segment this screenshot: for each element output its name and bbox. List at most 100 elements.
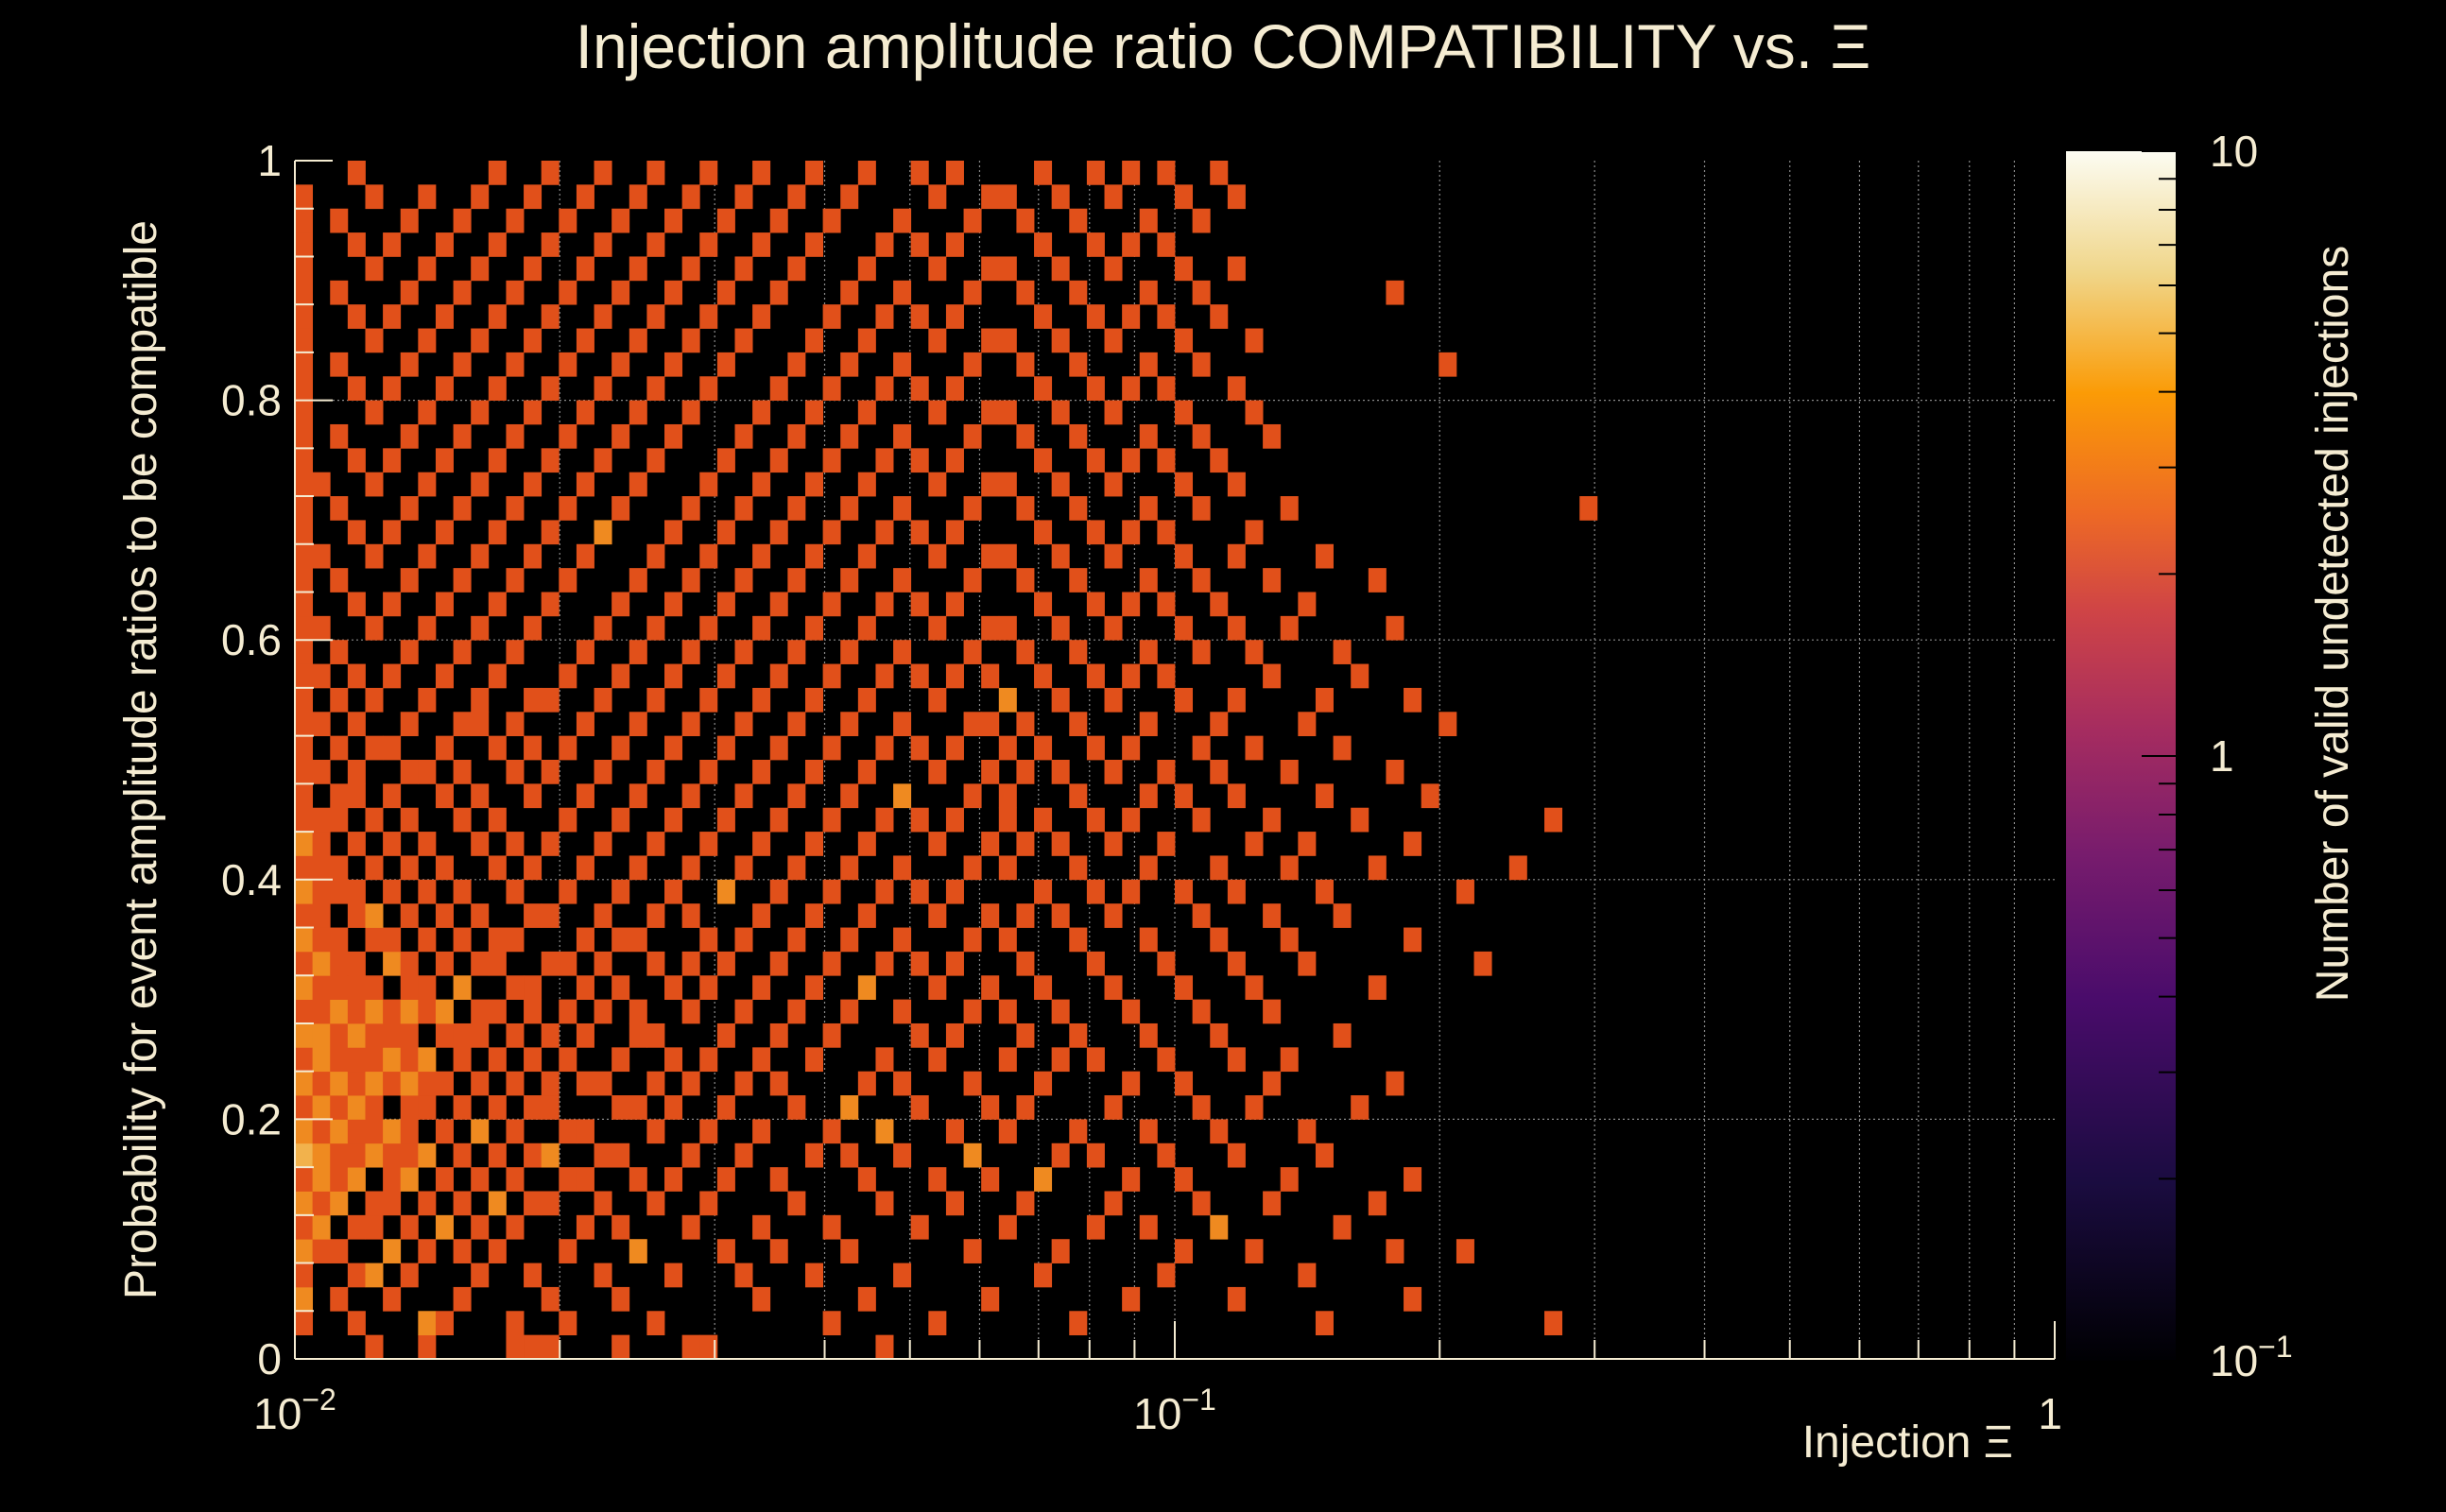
heatmap-cell bbox=[312, 903, 331, 928]
heatmap-cell bbox=[453, 640, 472, 664]
heatmap-cell bbox=[840, 927, 859, 953]
heatmap-cell bbox=[928, 760, 947, 784]
heatmap-cell bbox=[928, 615, 947, 641]
heatmap-cell bbox=[752, 161, 771, 185]
heatmap-cell bbox=[1456, 879, 1474, 904]
heatmap-cell bbox=[981, 975, 1000, 1000]
heatmap-cell bbox=[857, 832, 876, 856]
heatmap-cell bbox=[295, 927, 314, 953]
heatmap-cell bbox=[506, 879, 525, 904]
heatmap-cell bbox=[787, 640, 806, 664]
heatmap-cell bbox=[1245, 975, 1264, 1000]
heatmap-cell bbox=[295, 1191, 314, 1216]
heatmap-cell bbox=[312, 832, 331, 856]
heatmap-cell bbox=[295, 232, 314, 257]
heatmap-cell bbox=[681, 712, 700, 737]
heatmap-cell bbox=[347, 903, 366, 928]
heatmap-cell bbox=[769, 280, 788, 305]
heatmap-cell bbox=[1227, 1286, 1246, 1312]
heatmap-cell bbox=[787, 999, 806, 1024]
heatmap-cell bbox=[699, 1047, 718, 1073]
heatmap-cell bbox=[453, 927, 472, 953]
heatmap-cell bbox=[910, 1022, 929, 1048]
heatmap-cell bbox=[699, 161, 718, 185]
heatmap-cell bbox=[471, 543, 490, 569]
heatmap-cell bbox=[1051, 832, 1070, 856]
heatmap-cell bbox=[629, 1095, 647, 1120]
heatmap-cell bbox=[1351, 663, 1369, 689]
heatmap-cell bbox=[347, 592, 366, 617]
heatmap-cell bbox=[524, 184, 543, 210]
heatmap-cell bbox=[716, 280, 735, 305]
heatmap-cell bbox=[1086, 592, 1105, 617]
heatmap-cell bbox=[576, 1214, 594, 1240]
heatmap-cell bbox=[998, 927, 1017, 953]
heatmap-cell bbox=[857, 472, 876, 497]
heatmap-cell bbox=[576, 855, 594, 881]
heatmap-cell bbox=[365, 999, 384, 1024]
heatmap-cell bbox=[1051, 687, 1070, 713]
heatmap-cell bbox=[365, 184, 384, 210]
heatmap-cell bbox=[769, 376, 788, 401]
heatmap-cell bbox=[1086, 376, 1105, 401]
heatmap-cell bbox=[1333, 903, 1352, 928]
heatmap-cell bbox=[612, 423, 630, 449]
heatmap-cell bbox=[1386, 280, 1404, 305]
y-tick-label: 0.8 bbox=[221, 376, 282, 425]
heatmap-cell bbox=[506, 1119, 525, 1144]
heatmap-cell bbox=[716, 807, 735, 833]
heatmap-cell bbox=[769, 1071, 788, 1096]
heatmap-cell bbox=[1333, 1022, 1352, 1048]
heatmap-cell bbox=[295, 1263, 314, 1288]
heatmap-cell bbox=[1333, 1214, 1352, 1240]
heatmap-cell bbox=[576, 543, 594, 569]
heatmap-cell bbox=[681, 999, 700, 1024]
heatmap-cell bbox=[646, 760, 665, 784]
heatmap-cell bbox=[998, 615, 1017, 641]
heatmap-cell bbox=[734, 1143, 753, 1168]
heatmap-cell bbox=[1245, 640, 1264, 664]
heatmap-cell bbox=[383, 663, 402, 689]
heatmap-cell bbox=[1157, 232, 1176, 257]
heatmap-cell bbox=[1404, 1167, 1422, 1192]
heatmap-cell bbox=[1104, 184, 1123, 210]
heatmap-cell bbox=[1192, 208, 1211, 233]
heatmap-cell bbox=[1263, 903, 1282, 928]
heatmap-cell bbox=[312, 712, 331, 737]
heatmap-cell bbox=[787, 568, 806, 593]
heatmap-cell bbox=[1051, 1047, 1070, 1073]
heatmap-cell bbox=[1016, 903, 1035, 928]
heatmap-cell bbox=[488, 1239, 507, 1263]
y-tick-label: 0.6 bbox=[221, 615, 282, 664]
heatmap-cell bbox=[383, 927, 402, 953]
heatmap-cell bbox=[1139, 640, 1158, 664]
heatmap-cell bbox=[488, 735, 507, 761]
heatmap-cell bbox=[1139, 208, 1158, 233]
heatmap-cell bbox=[928, 400, 947, 425]
heatmap-cell bbox=[471, 903, 490, 928]
heatmap-cell bbox=[612, 879, 630, 904]
y-axis-label: Probability for event amplitude ratios t… bbox=[116, 220, 166, 1299]
heatmap-cell bbox=[1069, 352, 1088, 377]
heatmap-cell bbox=[471, 400, 490, 425]
heatmap-cell bbox=[1579, 496, 1598, 521]
heatmap-cell bbox=[400, 208, 419, 233]
heatmap-cell bbox=[840, 712, 859, 737]
heatmap-cell bbox=[822, 1311, 841, 1336]
heatmap-cell bbox=[1086, 735, 1105, 761]
heatmap-cell bbox=[418, 975, 437, 1000]
heatmap-cell bbox=[1227, 1143, 1246, 1168]
heatmap-cell bbox=[365, 1191, 384, 1216]
heatmap-cell bbox=[330, 1071, 349, 1096]
heatmap-cell bbox=[330, 280, 349, 305]
heatmap-cell bbox=[1086, 1143, 1105, 1168]
heatmap-cell bbox=[453, 352, 472, 377]
heatmap-cell bbox=[857, 1167, 876, 1192]
heatmap-cell bbox=[646, 1022, 665, 1048]
heatmap-cell bbox=[471, 1214, 490, 1240]
heatmap-cell bbox=[383, 1071, 402, 1096]
heatmap-cell bbox=[945, 663, 964, 689]
heatmap-cell bbox=[418, 832, 437, 856]
heatmap-cell bbox=[769, 448, 788, 473]
heatmap-cell bbox=[1034, 1071, 1053, 1096]
